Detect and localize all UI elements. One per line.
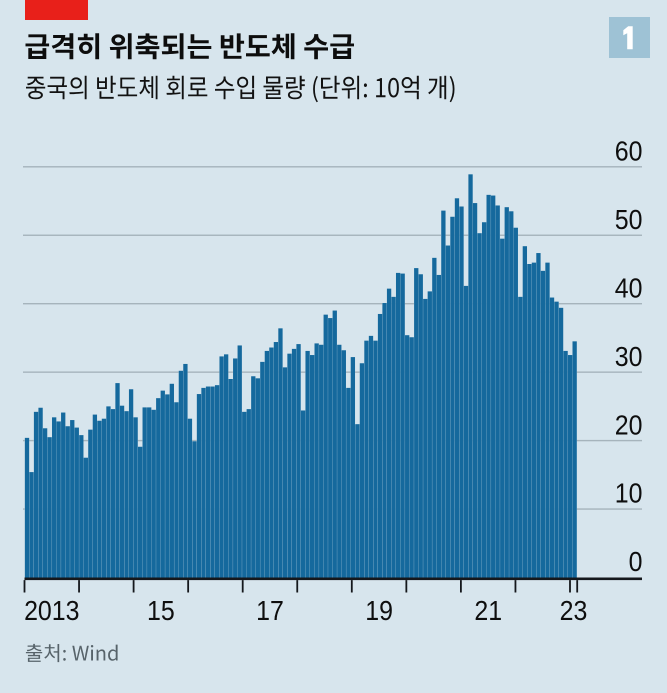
svg-text:2013: 2013 xyxy=(24,595,79,627)
svg-text:20: 20 xyxy=(615,409,643,441)
svg-text:0: 0 xyxy=(629,546,643,578)
svg-text:40: 40 xyxy=(615,272,643,304)
svg-text:21: 21 xyxy=(474,595,502,627)
svg-text:17: 17 xyxy=(256,595,284,627)
svg-text:30: 30 xyxy=(615,340,643,372)
svg-text:19: 19 xyxy=(365,595,393,627)
svg-text:60: 60 xyxy=(615,135,643,167)
svg-text:50: 50 xyxy=(615,204,643,236)
svg-text:15: 15 xyxy=(147,595,175,627)
svg-text:10: 10 xyxy=(615,477,643,509)
svg-text:23: 23 xyxy=(560,595,588,627)
